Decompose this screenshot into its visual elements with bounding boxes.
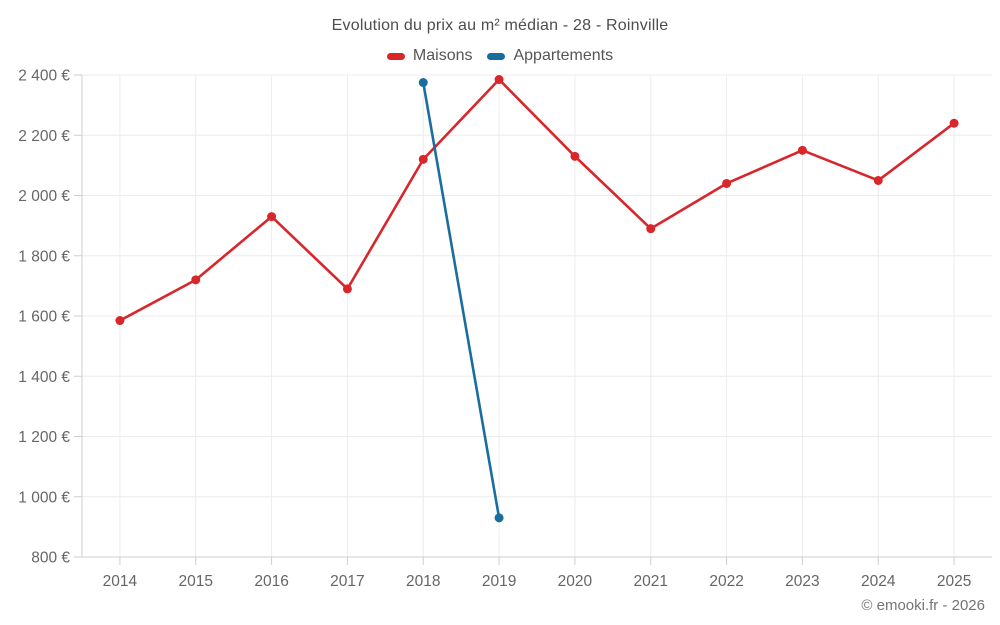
maisons-point-2015[interactable] [191,275,201,285]
maisons-point-2020[interactable] [570,151,580,161]
maisons-point-2025[interactable] [949,118,959,128]
x-tick-label: 2017 [330,573,364,590]
x-tick-label: 2021 [634,573,668,590]
y-tick-label: 2 200 € [18,128,70,145]
maisons-point-2019[interactable] [494,75,504,85]
x-tick-label: 2023 [785,573,819,590]
maisons-point-2021[interactable] [646,224,656,234]
chart-title: Evolution du prix au m² médian - 28 - Ro… [331,17,669,34]
appartements-point-2018[interactable] [418,78,428,88]
legend-item-appartements[interactable]: Appartements [487,47,613,65]
y-tick-label: 1 800 € [18,248,70,265]
legend: Maisons Appartements [0,47,1000,65]
legend-label-appartements: Appartements [513,47,614,64]
maisons-line [118,78,956,322]
legend-item-maisons[interactable]: Maisons [386,47,473,65]
y-tick-label: 800 € [31,550,70,567]
legend-swatch-appartements-icon [487,52,506,60]
appartements-point-2019[interactable] [494,513,504,523]
x-tick-label: 2020 [558,573,593,590]
maisons-point-2018[interactable] [418,154,428,164]
legend-swatch-maisons-icon [386,52,405,60]
y-tick-label: 1 200 € [18,429,70,446]
maisons-point-2016[interactable] [267,212,277,222]
x-tick-label: 2024 [861,573,896,590]
x-tick-label: 2025 [937,573,971,590]
y-tick-label: 2 000 € [18,188,70,205]
legend-label-maisons: Maisons [412,47,473,64]
y-tick-label: 1 600 € [18,309,70,326]
y-tick-label: 1 000 € [18,489,70,506]
x-tick-label: 2014 [103,573,138,590]
maisons-point-2024[interactable] [873,175,883,185]
y-tick-label: 1 400 € [18,369,70,386]
y-tick-label: 2 400 € [18,68,70,85]
x-tick-label: 2015 [179,573,213,590]
copyright-credit: © emooki.fr - 2026 [861,597,985,614]
x-tick-label: 2022 [709,573,743,590]
maisons-point-2022[interactable] [722,178,732,188]
x-tick-label: 2018 [406,573,440,590]
appartements-line [421,81,501,520]
maisons-point-2023[interactable] [797,145,807,155]
x-tick-label: 2019 [482,573,516,590]
maisons-point-2014[interactable] [115,316,125,326]
maisons-point-2017[interactable] [342,284,352,294]
x-tick-label: 2016 [254,573,288,590]
